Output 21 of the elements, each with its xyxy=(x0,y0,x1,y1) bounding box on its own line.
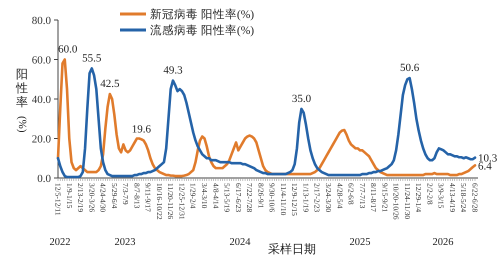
data-label: 55.5 xyxy=(82,52,102,64)
y-tick-label: 20.0 xyxy=(32,134,52,146)
data-label: 49.3 xyxy=(163,64,184,77)
y-tick-label: 60.0 xyxy=(32,54,52,66)
text: 2023 xyxy=(114,237,136,248)
data-label: 19.6 xyxy=(132,123,152,136)
data-label: 50.6 xyxy=(400,62,420,74)
text: 2022 xyxy=(50,237,70,248)
y-tick-label: 0.0 xyxy=(37,173,52,185)
y-tick-label: 80.0 xyxy=(32,15,52,27)
data-label: 60.0 xyxy=(58,44,78,56)
x-axis-title: 采样日期 xyxy=(268,242,316,256)
legend-label: 流感病毒 阳性率(%) xyxy=(150,23,254,37)
text: 2026 xyxy=(432,237,454,248)
legend-label: 新冠病毒 阳性率(%) xyxy=(150,7,254,21)
text: 2024 xyxy=(230,237,252,248)
data-label: 35.0 xyxy=(292,92,312,105)
y-tick-label: 40.0 xyxy=(32,94,52,106)
data-label: 42.5 xyxy=(100,78,120,90)
y-axis-title: 阳性率(%) xyxy=(15,67,28,133)
text: 2025 xyxy=(350,237,370,248)
